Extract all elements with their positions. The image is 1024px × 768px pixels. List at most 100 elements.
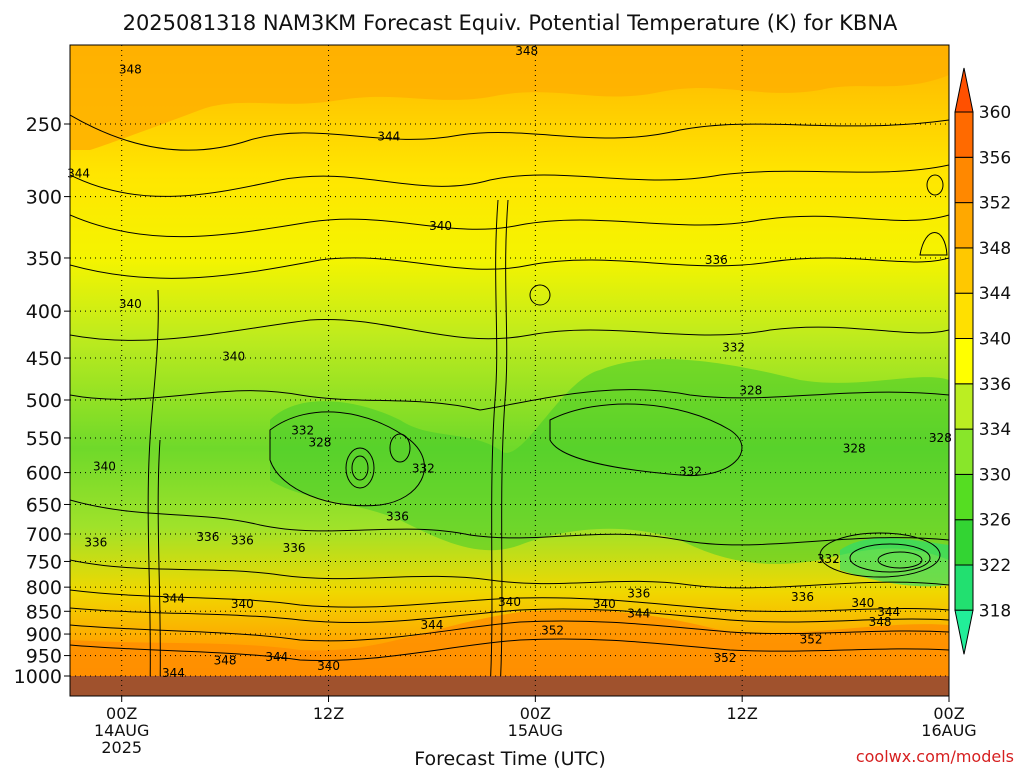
x-tick-label: 12Z <box>727 704 758 723</box>
field-background <box>70 45 949 696</box>
credit-text: coolwx.com/models <box>856 747 1014 766</box>
x-tick-label: 12Z <box>313 704 344 723</box>
x-tick-label: 16AUG <box>921 721 976 740</box>
contour-label: 348 <box>119 62 142 76</box>
contour-label: 336 <box>283 541 306 555</box>
contour-label: 328 <box>843 442 866 456</box>
surface-orange-region <box>70 609 949 696</box>
colorbar-label: 340 <box>979 330 1011 350</box>
colorbar-segment <box>954 247 974 294</box>
y-tick-label: 750 <box>26 551 62 573</box>
x-tick-label: 00Z <box>933 704 964 723</box>
y-tick-label: 600 <box>26 463 62 485</box>
colorbar-segment <box>954 292 974 340</box>
colorbar-segment <box>954 202 974 249</box>
colorbar-label: 334 <box>979 420 1011 440</box>
colorbar-segment <box>954 428 974 475</box>
colorbar-max-arrow <box>954 67 974 113</box>
colorbar-label: 326 <box>979 511 1011 531</box>
contour-label: 352 <box>800 632 823 646</box>
contour-label: 340 <box>429 219 452 233</box>
contour-label: 344 <box>877 605 900 619</box>
contour-label: 336 <box>231 534 254 548</box>
y-tick-label: 900 <box>26 624 62 646</box>
colorbar-label: 348 <box>979 239 1011 259</box>
x-tick-label: 14AUG <box>94 721 149 740</box>
colorbar-segment <box>954 519 974 566</box>
contour-label: 332 <box>679 464 702 478</box>
x-tick-label: 00Z <box>106 704 137 723</box>
contour-label: 352 <box>713 651 736 665</box>
contour-label: 332 <box>412 462 435 476</box>
contour-label: 336 <box>791 590 814 604</box>
colorbar-min-arrow <box>954 609 974 655</box>
plot-frame <box>69 44 950 697</box>
contour-label: 340 <box>119 297 142 311</box>
contour-label: 336 <box>705 253 728 267</box>
y-tick-label: 700 <box>26 524 62 546</box>
contour-label: 336 <box>386 510 409 524</box>
contour-label: 340 <box>231 597 254 611</box>
colorbar: 318 322 326 330 334 336 340 344 348 352 356 360 <box>954 67 1011 655</box>
mid-green-region <box>270 359 949 564</box>
y-tick-label: 300 <box>26 187 62 209</box>
x-tick-label: 00Z <box>520 704 551 723</box>
x-axis-label: Forecast Time (UTC) <box>414 748 605 768</box>
y-tick-label: 950 <box>26 646 62 668</box>
contour-label: 348 <box>515 44 538 58</box>
colorbar-label: 330 <box>979 465 1011 485</box>
colorbar-segment <box>954 383 974 430</box>
y-tick-label: 800 <box>26 577 62 599</box>
contour-label: 344 <box>67 166 90 180</box>
contour-label: 344 <box>627 607 650 621</box>
y-tick-label: 1000 <box>14 666 62 688</box>
upper-orange-region <box>70 45 949 150</box>
y-tick-label: 850 <box>26 601 62 623</box>
contour-label: 328 <box>308 435 331 449</box>
contour-label: 344 <box>162 666 185 680</box>
colorbar-label: 344 <box>979 284 1011 304</box>
colorbar-label: 360 <box>979 103 1011 123</box>
y-tick-label: 350 <box>26 248 62 270</box>
contour-label: 340 <box>851 596 874 610</box>
chart-title: 2025081318 NAM3KM Forecast Equiv. Potent… <box>123 11 898 35</box>
contour-label: 332 <box>291 424 314 438</box>
contour-label: 340 <box>222 349 245 363</box>
colorbar-label: 356 <box>979 148 1011 168</box>
contour-label: 328 <box>739 383 762 397</box>
contour-label: 340 <box>498 595 521 609</box>
contour-label: 348 <box>869 615 892 629</box>
x-tick-label: 15AUG <box>508 721 563 740</box>
y-tick-label: 650 <box>26 494 62 516</box>
colorbar-label: 318 <box>979 601 1011 621</box>
contour-label: 336 <box>84 535 107 549</box>
contour-label: 336 <box>196 530 219 544</box>
contour-label: 340 <box>593 597 616 611</box>
contour-label: 340 <box>317 659 340 673</box>
colorbar-segment <box>954 564 974 611</box>
colorbar-segment <box>954 156 974 204</box>
colorbar-segment <box>954 338 974 385</box>
contour-label: 344 <box>420 618 443 632</box>
colorbar-label: 336 <box>979 375 1011 395</box>
contour-label: 328 <box>929 431 952 445</box>
y-tick-label: 550 <box>26 428 62 450</box>
y-tick-label: 450 <box>26 348 62 370</box>
contour-label: 332 <box>817 552 840 566</box>
contour-label: 336 <box>627 587 650 601</box>
contour-label: 344 <box>377 130 400 144</box>
contour-label: 332 <box>722 340 745 354</box>
colorbar-label: 322 <box>979 556 1011 576</box>
plot-area <box>70 45 949 696</box>
colorbar-segment <box>954 111 974 158</box>
x-tick-label: 2025 <box>101 738 142 757</box>
ground-surface <box>70 676 949 696</box>
colorbar-segment <box>954 473 974 521</box>
y-tick-label: 400 <box>26 301 62 323</box>
y-tick-label: 250 <box>26 114 62 136</box>
contour-label: 344 <box>162 591 185 605</box>
contour-label: 352 <box>541 623 564 637</box>
